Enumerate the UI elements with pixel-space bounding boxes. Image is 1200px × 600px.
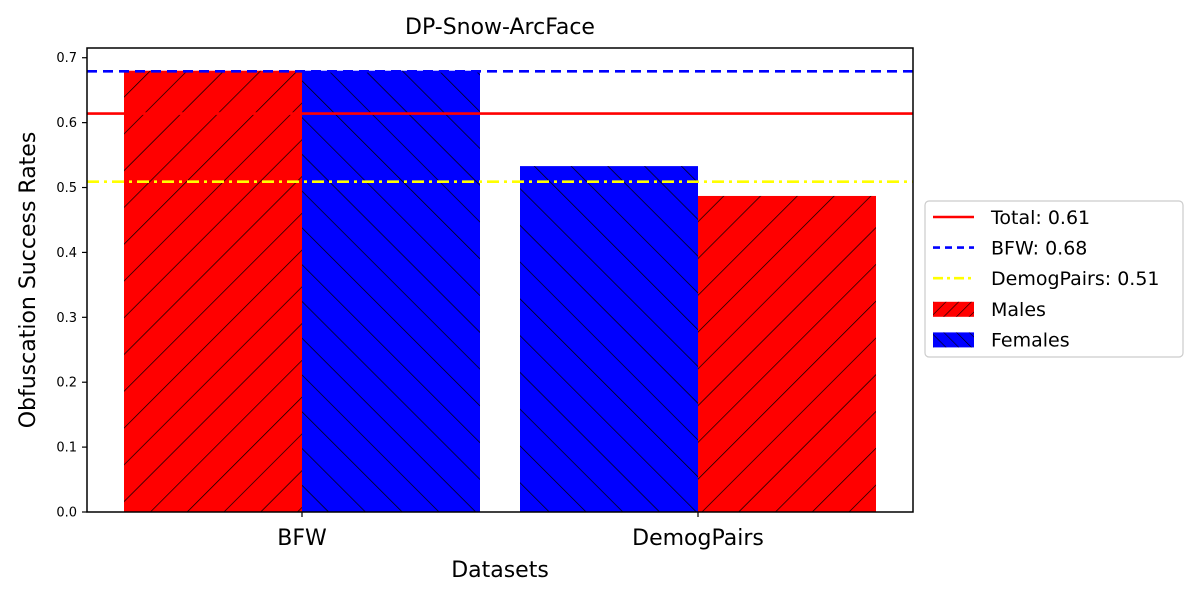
bars-layer: [124, 70, 876, 513]
x-tick-label-demogpairs: DemogPairs: [632, 526, 764, 551]
y-tick-label: 0.2: [56, 376, 77, 391]
y-tick-label: 0.1: [56, 441, 77, 456]
plot-frame: [86, 47, 914, 513]
legend-patch-hatch-females: [933, 332, 974, 348]
legend-label-3: Males: [991, 299, 1046, 321]
bar-hatch-bfw-females: [302, 70, 480, 512]
legend-label-0: Total: 0.61: [990, 207, 1090, 229]
bar-hatch-demogpairs-males: [698, 195, 876, 512]
legend-patch-hatch-males: [933, 301, 974, 317]
x-axis: BFW DemogPairs: [277, 512, 764, 551]
bar-hatch-demogpairs-females: [520, 166, 698, 513]
bar-hatch-bfw-males: [124, 70, 302, 512]
legend: Total: 0.61 BFW: 0.68 DemogPairs: 0.51 Male…: [924, 200, 1184, 358]
legend-label-2: DemogPairs: 0.51: [991, 268, 1160, 290]
legend-box: [924, 200, 1184, 358]
y-tick-label: 0.0: [56, 506, 77, 521]
y-tick-label: 0.3: [56, 311, 77, 326]
reference-lines-layer: [87, 70, 913, 183]
x-tick-label-bfw: BFW: [277, 526, 327, 551]
x-axis-label: Datasets: [451, 558, 549, 583]
y-axis: 0.0 0.1 0.2 0.3 0.4 0.5 0.6 0.7: [56, 51, 87, 521]
y-tick-label: 0.6: [56, 116, 77, 131]
y-axis-label: Obfuscation Success Rates: [16, 132, 41, 429]
chart-title: DP-Snow-ArcFace: [405, 15, 595, 40]
y-tick-label: 0.7: [56, 51, 77, 66]
y-tick-label: 0.5: [56, 181, 77, 196]
legend-label-4: Females: [991, 329, 1070, 351]
y-tick-label: 0.4: [56, 246, 77, 261]
legend-label-1: BFW: 0.68: [991, 238, 1087, 260]
